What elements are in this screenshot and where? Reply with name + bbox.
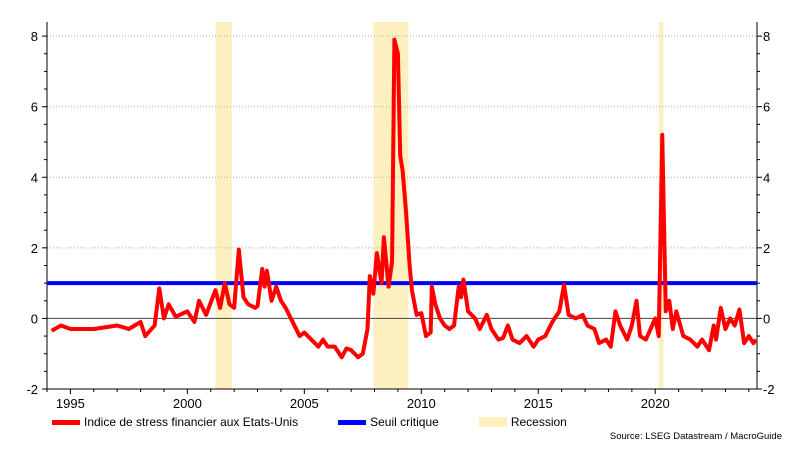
- x-tick-label: 1995: [56, 396, 85, 410]
- y-tick-label-right: 2: [763, 241, 770, 256]
- y-tick-label-left: -2: [26, 382, 38, 397]
- legend-label-series: Indice de stress financier aux Etats-Uni…: [84, 415, 299, 429]
- y-tick-label-right: 4: [763, 170, 770, 185]
- x-tick-label: 2015: [524, 396, 553, 410]
- y-tick-label-left: 2: [31, 241, 38, 256]
- y-tick-label-right: 0: [763, 311, 770, 326]
- y-tick-label-right: 6: [763, 100, 770, 115]
- x-tick-label: 2005: [290, 396, 319, 410]
- plot-area: -2 -2 0 0 2 2 4 4 6 6 8 8 1995 2000 2005 2010 2015 2020: [26, 22, 775, 411]
- y-tick-label-left: 0: [31, 311, 38, 326]
- y-tick-label-right: -2: [763, 382, 775, 397]
- y-tick-label-right: 8: [763, 29, 770, 44]
- legend-item-threshold: Seuil critique: [338, 415, 439, 429]
- x-tick-label: 2010: [407, 396, 436, 410]
- legend-swatch-series: [52, 419, 80, 425]
- y-tick-label-left: 8: [31, 29, 38, 44]
- legend-swatch-threshold: [338, 419, 367, 425]
- y-tick-label-left: 4: [31, 170, 38, 185]
- recession-band: [215, 22, 232, 389]
- legend-item-recession: Recession: [478, 415, 567, 429]
- legend: Indice de stress financier aux Etats-Uni…: [52, 415, 607, 429]
- x-tick-label: 2020: [641, 396, 670, 410]
- x-tick-label: 2000: [173, 396, 202, 410]
- y-tick-label-left: 6: [31, 100, 38, 115]
- legend-label-threshold: Seuil critique: [370, 415, 439, 429]
- source-note: Source: LSEG Datastream / MacroGuide: [609, 431, 782, 442]
- legend-item-series: Indice de stress financier aux Etats-Uni…: [52, 415, 298, 429]
- legend-swatch-recession: [478, 417, 507, 427]
- legend-label-recession: Recession: [510, 415, 567, 429]
